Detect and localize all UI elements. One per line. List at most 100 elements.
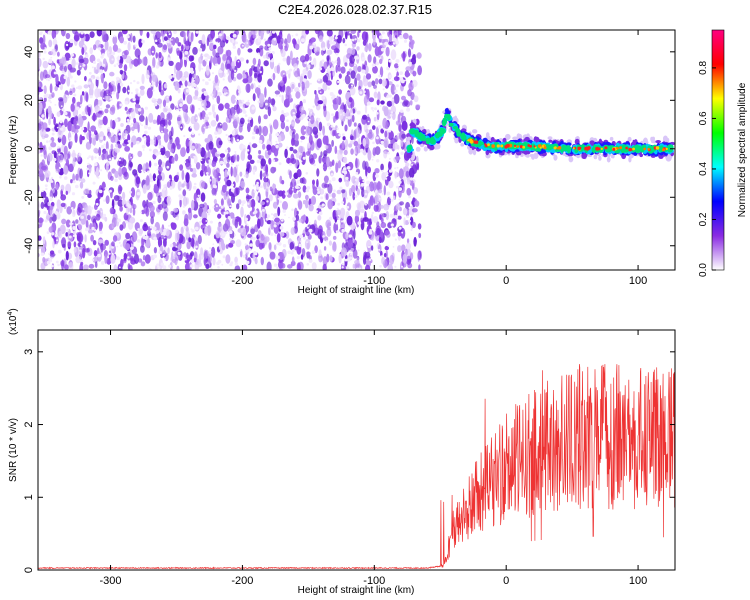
noise-blob: [210, 120, 217, 127]
noise-blob: [314, 245, 318, 254]
noise-blob: [33, 153, 37, 157]
noise-blob: [72, 158, 76, 168]
noise-blob: [360, 208, 365, 213]
signal-peak: [469, 139, 474, 144]
noise-blob: [406, 187, 412, 196]
noise-blob: [408, 167, 415, 179]
noise-speckle: [136, 239, 141, 243]
noise-speckle: [126, 203, 130, 207]
noise-speckle: [127, 139, 131, 143]
noise-blob: [163, 30, 166, 35]
noise-blob: [140, 245, 145, 253]
noise-blob: [198, 252, 205, 260]
noise-blob: [205, 65, 210, 76]
noise-speckle: [239, 103, 243, 107]
noise-speckle: [94, 156, 97, 159]
noise-speckle: [282, 209, 286, 213]
signal-blob: [443, 119, 447, 126]
noise-blob: [373, 56, 377, 65]
noise-speckle: [230, 162, 234, 165]
noise-blob: [61, 218, 67, 225]
noise-blob: [55, 161, 61, 172]
noise-blob: [56, 148, 61, 153]
noise-speckle: [147, 170, 150, 173]
noise-speckle: [350, 112, 354, 116]
noise-speckle: [153, 236, 158, 241]
noise-blob: [172, 258, 177, 264]
noise-speckle: [218, 181, 221, 184]
noise-speckle: [408, 63, 412, 67]
noise-blob: [397, 113, 401, 123]
noise-blob: [302, 214, 307, 222]
noise-blob: [392, 195, 396, 200]
noise-blob: [235, 59, 242, 69]
noise-blob: [354, 77, 357, 87]
noise-speckle: [308, 228, 313, 233]
noise-speckle: [155, 98, 158, 102]
noise-speckle: [82, 45, 85, 47]
noise-speckle: [376, 119, 379, 122]
noise-speckle: [346, 166, 351, 170]
noise-speckle: [312, 105, 315, 108]
noise-speckle: [351, 84, 354, 87]
noise-speckle: [227, 137, 231, 141]
noise-blob: [393, 76, 400, 82]
noise-blob: [89, 47, 93, 55]
noise-speckle: [172, 264, 174, 266]
noise-speckle: [366, 101, 371, 106]
noise-speckle: [229, 237, 233, 241]
noise-speckle: [330, 125, 334, 128]
noise-speckle: [317, 117, 321, 121]
noise-speckle: [232, 33, 237, 38]
noise-blob: [346, 215, 353, 226]
noise-blob: [109, 188, 113, 199]
noise-speckle: [59, 176, 62, 179]
noise-speckle: [79, 249, 82, 252]
noise-speckle: [242, 110, 247, 114]
noise-blob: [335, 162, 339, 173]
noise-speckle: [281, 109, 284, 113]
noise-speckle: [334, 36, 338, 40]
noise-blob: [303, 178, 307, 185]
noise-speckle: [48, 252, 50, 255]
noise-blob: [388, 161, 391, 171]
noise-blob: [163, 132, 169, 143]
noise-blob: [157, 236, 163, 248]
noise-blob: [413, 238, 418, 244]
noise-speckle: [394, 89, 398, 93]
noise-speckle: [201, 103, 204, 106]
noise-blob: [239, 117, 245, 125]
noise-speckle: [271, 51, 275, 55]
noise-blob: [235, 239, 242, 248]
noise-blob: [276, 194, 280, 206]
noise-speckle: [331, 96, 335, 100]
noise-blob: [362, 114, 368, 120]
signal-blob: [437, 131, 442, 136]
noise-speckle: [275, 140, 278, 143]
noise-blob: [260, 65, 264, 76]
noise-speckle: [90, 206, 94, 210]
noise-blob: [162, 99, 167, 108]
noise-blob: [71, 58, 76, 69]
noise-speckle: [291, 208, 294, 212]
noise-speckle: [303, 256, 306, 259]
noise-blob: [379, 214, 382, 220]
noise-speckle: [58, 166, 62, 170]
noise-speckle: [310, 111, 313, 114]
noise-blob: [230, 240, 236, 245]
noise-blob: [194, 143, 199, 149]
noise-speckle: [244, 217, 248, 221]
noise-blob: [231, 113, 235, 120]
noise-speckle: [244, 114, 248, 117]
noise-blob: [185, 172, 190, 183]
noise-blob: [151, 74, 158, 83]
noise-speckle: [103, 199, 106, 202]
signal-peak: [527, 144, 531, 147]
noise-blob: [250, 117, 254, 128]
noise-blob: [215, 52, 220, 58]
noise-speckle: [80, 215, 84, 219]
noise-blob: [302, 151, 306, 159]
noise-speckle: [287, 250, 291, 255]
noise-speckle: [234, 151, 237, 153]
noise-blob: [322, 256, 328, 266]
